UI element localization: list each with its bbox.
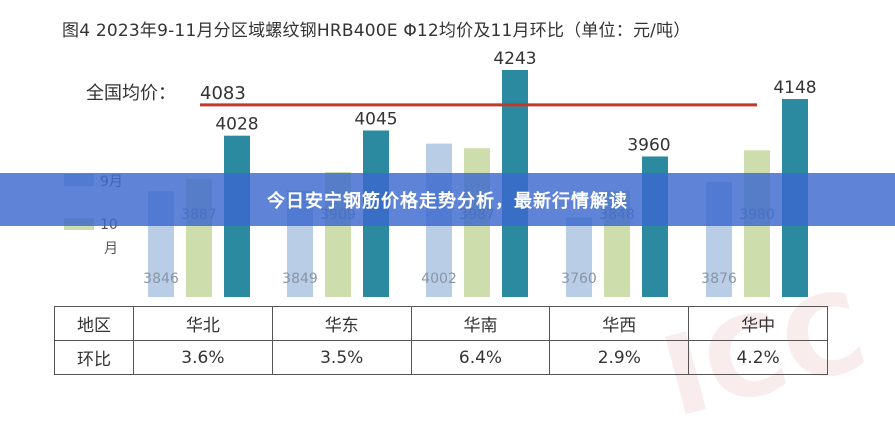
mom-table: 地区 华北 华东 华南 华西 华中 环比 3.6% 3.5% 6.4% 2.9%… bbox=[54, 306, 828, 375]
table-cell: 2.9% bbox=[549, 340, 690, 375]
data-label-nov: 4243 bbox=[493, 49, 536, 69]
data-label-nov: 4028 bbox=[215, 115, 258, 135]
legend-label-oct-unit: 月 bbox=[104, 241, 118, 257]
table-cell: 华北 bbox=[133, 306, 273, 341]
headline-banner[interactable]: 今日安宁钢筋价格走势分析，最新行情解读 bbox=[0, 173, 895, 226]
table-row-mom: 环比 3.6% 3.5% 6.4% 2.9% 4.2% bbox=[54, 340, 828, 375]
table-header-mom: 环比 bbox=[54, 340, 134, 375]
average-price-value: 4083 bbox=[200, 83, 246, 104]
table-cell: 华中 bbox=[688, 306, 828, 341]
table-cell: 4.2% bbox=[688, 340, 828, 375]
data-label-sep: 3849 bbox=[282, 271, 318, 287]
table-cell: 华南 bbox=[410, 306, 551, 341]
chart-title: 图4 2023年9-11月分区域螺纹钢HRB400E Φ12均价及11月环比（单… bbox=[62, 21, 691, 41]
data-label-nov: 3960 bbox=[627, 135, 670, 155]
data-label-nov: 4045 bbox=[354, 109, 397, 129]
bar-sep bbox=[566, 217, 592, 297]
data-label-sep: 3760 bbox=[561, 271, 597, 287]
table-cell: 3.6% bbox=[133, 340, 273, 375]
headline-text: 今日安宁钢筋价格走势分析，最新行情解读 bbox=[267, 190, 628, 212]
data-label-sep: 4002 bbox=[421, 271, 457, 287]
table-row-region: 地区 华北 华东 华南 华西 华中 bbox=[54, 306, 828, 341]
data-label-sep: 3876 bbox=[701, 271, 737, 287]
table-cell: 3.5% bbox=[271, 340, 412, 375]
average-price-label: 全国均价： bbox=[86, 83, 176, 104]
table-cell: 6.4% bbox=[410, 340, 551, 375]
table-cell: 华西 bbox=[549, 306, 690, 341]
data-label-nov: 4148 bbox=[773, 78, 816, 98]
data-label-sep: 3846 bbox=[143, 271, 179, 287]
table-header-region: 地区 bbox=[54, 306, 134, 341]
table-cell: 华东 bbox=[271, 306, 412, 341]
